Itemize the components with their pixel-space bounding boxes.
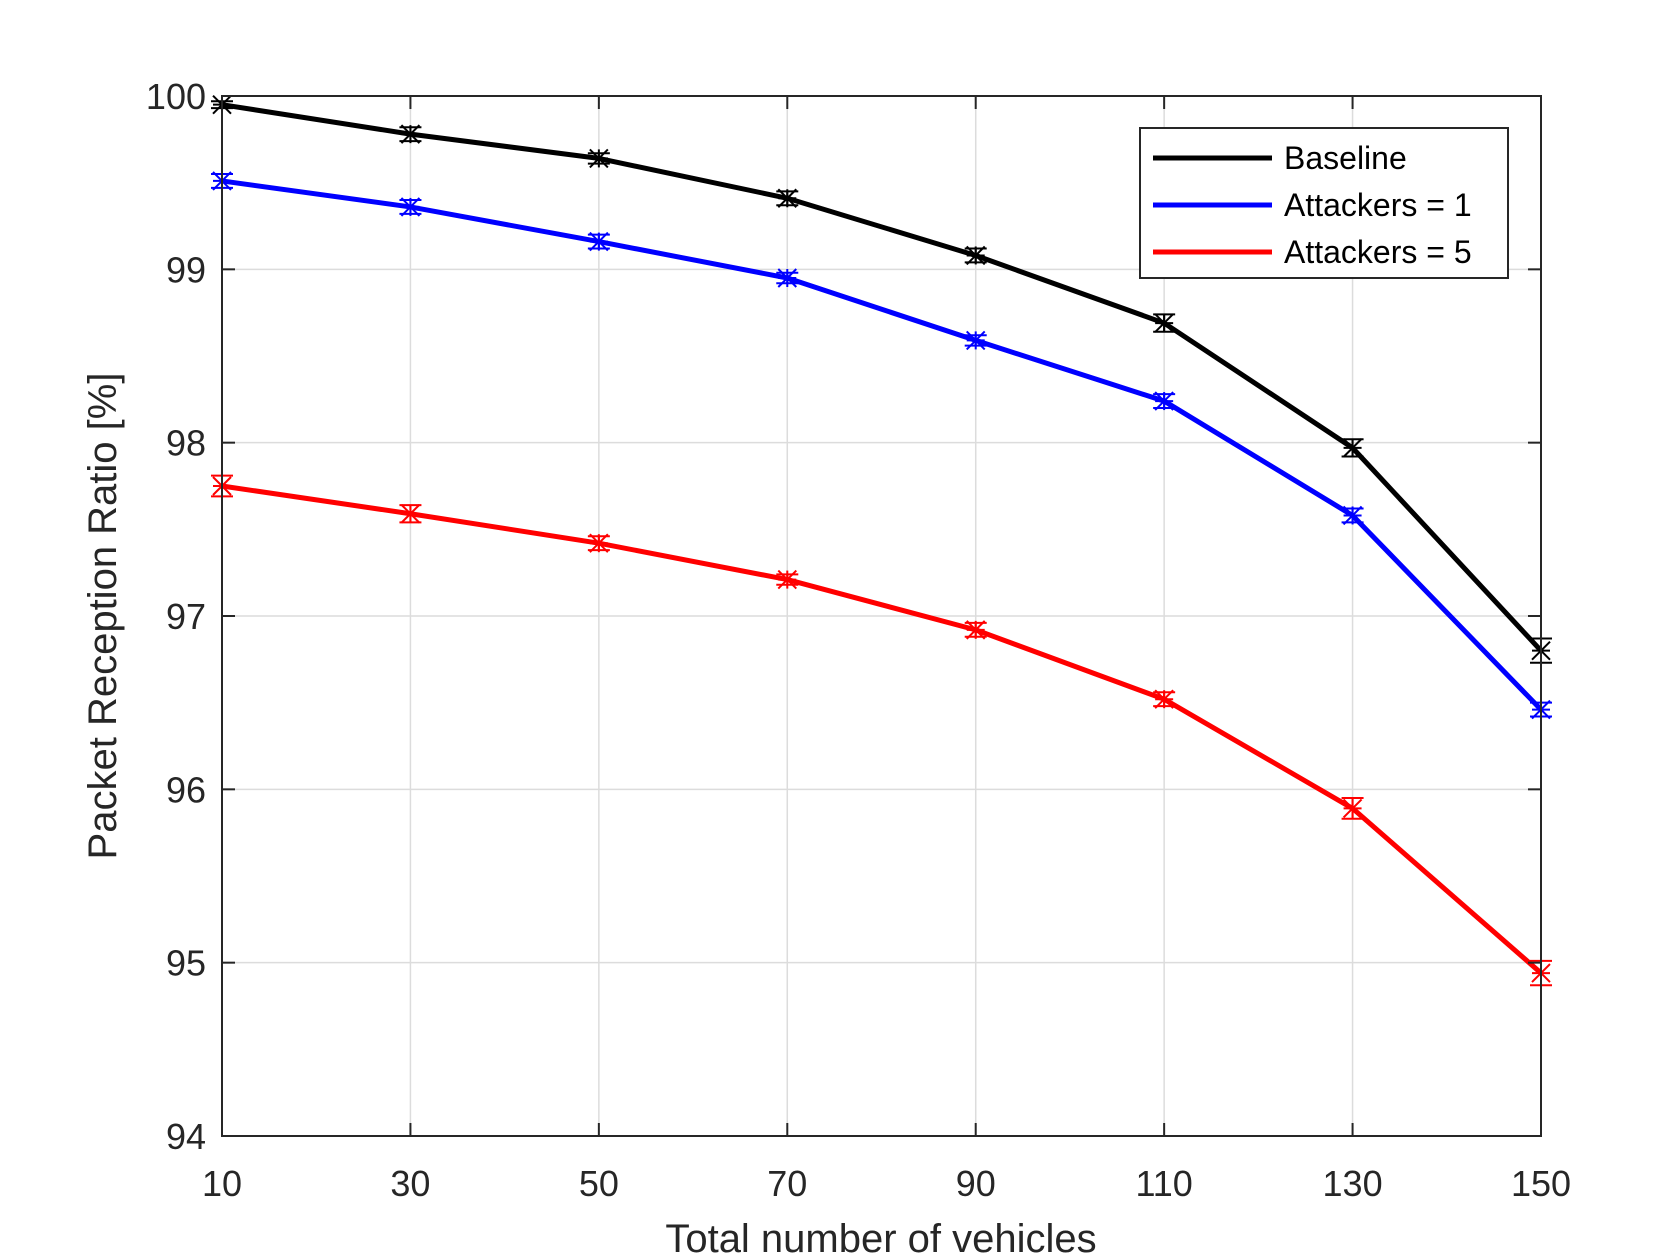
x-axis-tick-labels: 10 30 50 70 90 110 130 150 [202, 1163, 1571, 1204]
data-point [589, 533, 609, 553]
legend-item: Attackers = 5 [1153, 234, 1472, 270]
data-point [400, 504, 421, 524]
legend: Baseline Attackers = 1 Attackers = 5 [1139, 127, 1509, 279]
legend-label: Attackers = 5 [1284, 234, 1472, 270]
y-tick-label: 97 [166, 596, 206, 637]
data-point [589, 148, 609, 169]
y-tick-label: 96 [166, 769, 206, 810]
series-line [221, 483, 1543, 975]
series-line [221, 102, 1543, 653]
axis-ticks [221, 95, 1542, 1137]
data-point [966, 330, 986, 351]
y-tick-label: 100 [146, 76, 206, 117]
x-axis-label: Total number of vehicles [665, 1217, 1096, 1260]
x-tick-label: 70 [767, 1163, 807, 1204]
y-tick-label: 98 [166, 423, 206, 464]
data-point [1342, 438, 1363, 458]
y-axis-tick-labels: 94 95 96 97 98 99 100 [146, 76, 206, 1157]
data-point [1154, 313, 1174, 333]
y-tick-label: 99 [166, 249, 206, 290]
y-tick-label: 94 [166, 1116, 206, 1157]
data-point [777, 569, 797, 590]
data-point [1154, 689, 1174, 709]
legend-label: Baseline [1284, 140, 1407, 176]
data-point [966, 245, 986, 266]
series-layer [211, 94, 1552, 987]
data-point [589, 231, 609, 252]
x-tick-label: 150 [1511, 1163, 1571, 1204]
data-point [1342, 505, 1363, 526]
data-point [777, 268, 797, 288]
data-point [1342, 798, 1363, 819]
series-line [221, 178, 1543, 712]
legend-item: Baseline [1153, 140, 1407, 176]
data-point [966, 620, 986, 640]
x-tick-label: 130 [1323, 1163, 1383, 1204]
x-tick-label: 110 [1135, 1163, 1192, 1204]
data-point [400, 124, 421, 144]
x-tick-label: 50 [579, 1163, 619, 1204]
data-point [400, 197, 421, 217]
x-tick-label: 90 [956, 1163, 996, 1204]
y-axis-label: Packet Reception Ratio [%] [81, 373, 125, 860]
x-tick-label: 30 [390, 1163, 430, 1204]
data-point [777, 188, 797, 208]
data-point [1154, 391, 1174, 411]
y-tick-label: 95 [166, 943, 206, 984]
legend-item: Attackers = 1 [1153, 187, 1472, 223]
legend-label: Attackers = 1 [1284, 187, 1472, 223]
series-3 [211, 474, 1552, 987]
x-tick-label: 10 [202, 1163, 242, 1204]
